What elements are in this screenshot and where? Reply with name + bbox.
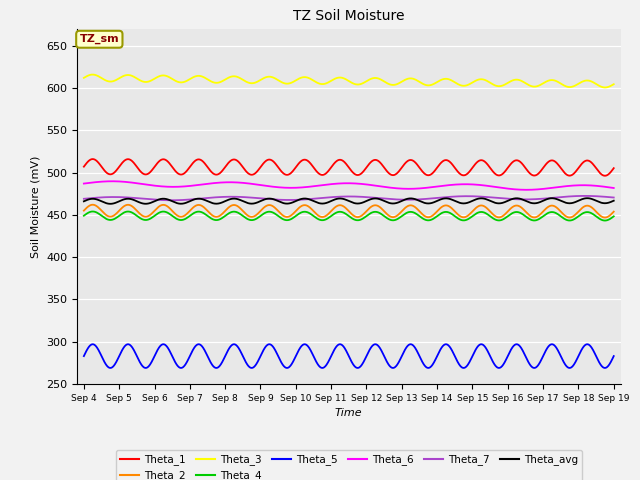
Legend: Theta_1, Theta_2, Theta_3, Theta_4, Theta_5, Theta_6, Theta_7, Theta_avg: Theta_1, Theta_2, Theta_3, Theta_4, Thet… (116, 450, 582, 480)
Y-axis label: Soil Moisture (mV): Soil Moisture (mV) (30, 155, 40, 258)
Title: TZ Soil Moisture: TZ Soil Moisture (293, 10, 404, 24)
Text: TZ_sm: TZ_sm (79, 34, 119, 44)
X-axis label: Time: Time (335, 408, 363, 418)
